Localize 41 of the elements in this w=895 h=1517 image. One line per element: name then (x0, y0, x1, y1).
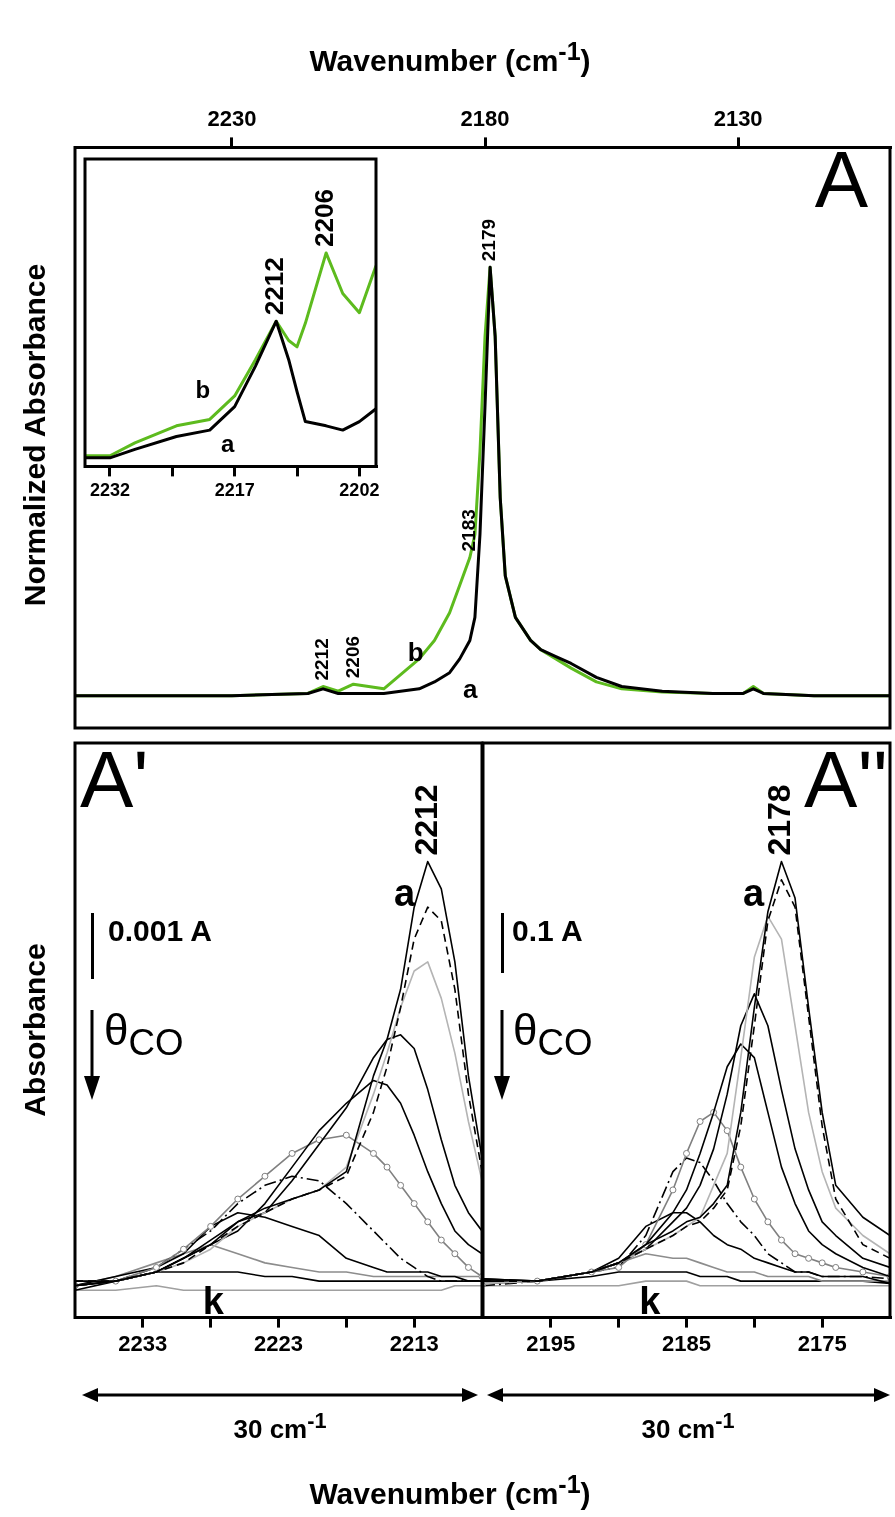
series-label: a (743, 871, 766, 914)
annotation: 2212 (259, 257, 290, 316)
x-tick-label: 2230 (207, 106, 257, 132)
annotation: θ$_{CO}$ (513, 1005, 593, 1063)
y-axis-title: Normalized Absorbance (18, 263, 52, 607)
text: 30 cm$^{-1}$ (233, 1408, 327, 1444)
text: A (814, 135, 868, 224)
x-tick-label: 2217 (214, 480, 255, 501)
x-axis-title: Wavenumber (cm$^{-1}$) (309, 1469, 591, 1511)
text: A'' (804, 735, 888, 824)
annotation: 2206 (309, 189, 340, 247)
series-label: k (202, 1279, 225, 1322)
x-axis-title: Wavenumber (cm$^{-1}$) (309, 36, 591, 78)
x-tick-label: 2130 (713, 106, 763, 132)
annotation: 2178 (761, 784, 798, 856)
series-label: b (195, 375, 211, 403)
series-label: a (394, 871, 417, 914)
x-tick-label: 2233 (118, 1330, 168, 1356)
x-tick-label: 2185 (662, 1330, 711, 1356)
annotation: 0.1 A (512, 914, 583, 947)
annotation: 2212 (311, 638, 333, 681)
series-label: b (407, 636, 424, 667)
x-tick-label: 2213 (389, 1330, 439, 1356)
series-label: a (463, 674, 479, 705)
x-tick-label: 2232 (89, 480, 130, 501)
y-axis-title: Absorbance (18, 943, 52, 1117)
text: 30 cm$^{-1}$ (641, 1408, 735, 1444)
x-tick-label: 2180 (460, 106, 510, 132)
series-label: k (639, 1279, 662, 1322)
series-label: a (220, 429, 235, 457)
x-tick-label: 2175 (797, 1330, 847, 1356)
annotation: 2206 (341, 635, 363, 679)
annotation: 2212 (407, 784, 444, 856)
annotation: 2179 (478, 218, 500, 262)
annotation: 0.001 A (108, 914, 212, 947)
annotation: 2183 (458, 509, 480, 552)
x-tick-label: 2195 (526, 1330, 576, 1356)
text: A' (80, 735, 149, 824)
x-tick-label: 2223 (254, 1330, 303, 1356)
annotation: θ$_{CO}$ (104, 1005, 184, 1063)
x-tick-label: 2202 (339, 480, 380, 501)
